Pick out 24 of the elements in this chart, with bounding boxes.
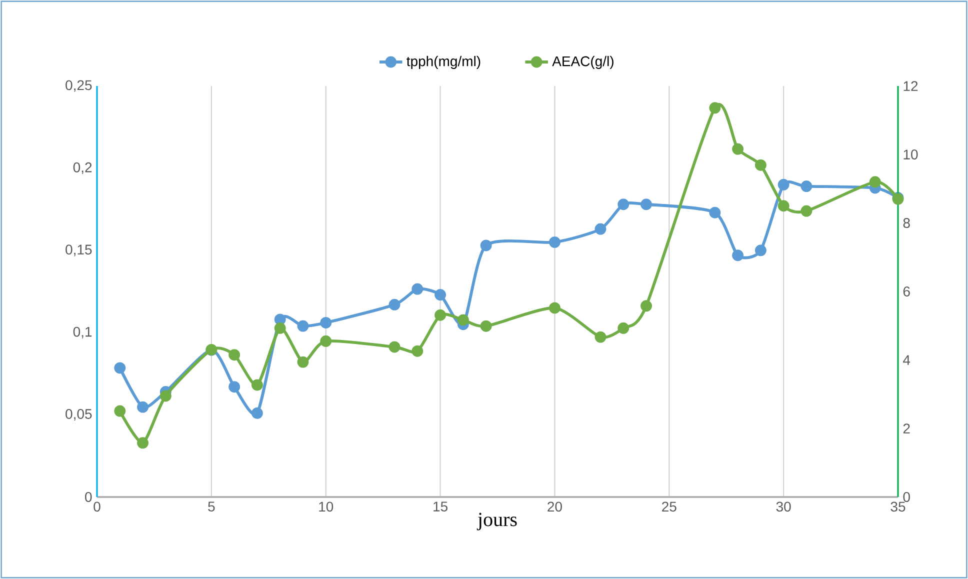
y-tick-label: 0,05 [66, 409, 92, 421]
legend-label: AEAC(g/l) [552, 56, 614, 69]
y-tick-label: 0,25 [66, 80, 92, 92]
x-tick-label: 5 [208, 502, 215, 512]
y2-tick-label: 4 [903, 355, 910, 365]
y-tick-label: 0 [85, 492, 92, 502]
x-tick-label: 20 [548, 502, 562, 512]
y2-tick-label: 6 [903, 286, 910, 296]
x-tick-label: 15 [434, 502, 448, 512]
y-tick-label: 0,15 [66, 244, 92, 256]
legend-label: tpph(mg/ml) [406, 56, 480, 69]
y-tick-label: 0,1 [73, 326, 92, 338]
x-axis-title: jours [476, 512, 517, 530]
x-tick-label: 30 [776, 502, 791, 512]
y2-tick-label: 12 [904, 81, 918, 91]
x-tick-label: 0 [94, 502, 100, 512]
x-tick-label: 10 [319, 502, 334, 512]
y-tick-label: 0,2 [73, 162, 92, 174]
y2-tick-label: 2 [903, 424, 910, 434]
x-tick-label: 35 [890, 502, 906, 512]
x-tick-label: 25 [662, 502, 676, 512]
y2-tick-label: 10 [904, 150, 918, 160]
y2-tick-label: 0 [903, 492, 910, 502]
y2-tick-label: 8 [903, 218, 910, 228]
